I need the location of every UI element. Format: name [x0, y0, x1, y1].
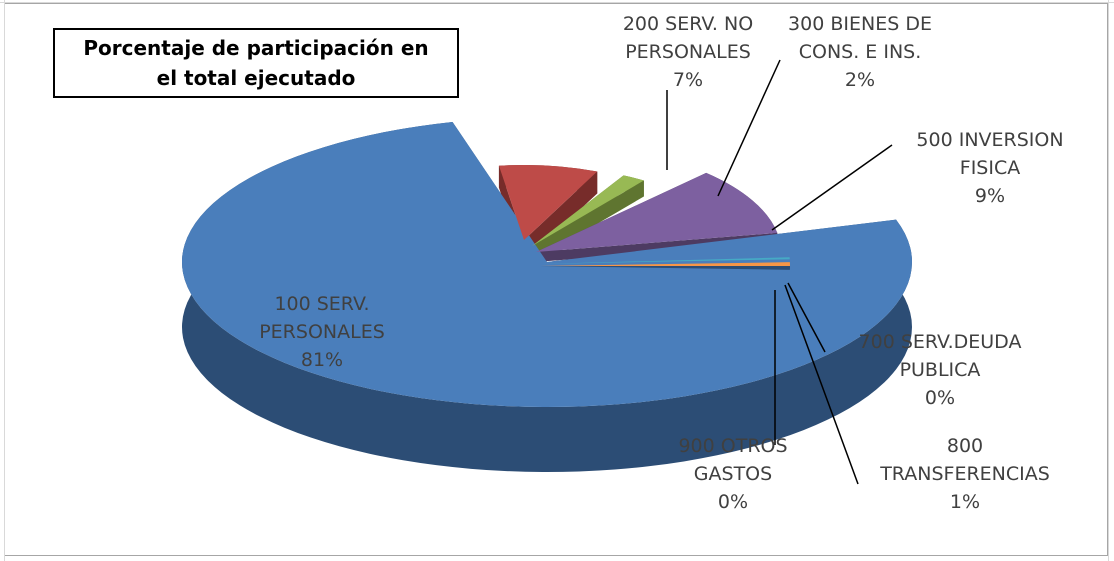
slice-percent-200: 7%	[673, 69, 703, 91]
pie-slice-500	[536, 172, 778, 252]
slice-percent-700: 0%	[925, 387, 955, 409]
leader-line-300	[717, 59, 781, 197]
pie-slice-face-500	[536, 232, 778, 262]
slice-label-700: 700 SERV.DEUDA	[859, 331, 1022, 353]
pie-slice-300	[532, 175, 644, 246]
slice-percent-500: 9%	[975, 185, 1005, 207]
slice-label-800: 800	[947, 435, 983, 457]
slice-label-100: PERSONALES	[259, 321, 385, 343]
slice-label-900: GASTOS	[694, 463, 772, 485]
slice-percent-900: 0%	[718, 491, 748, 513]
slice-label-300: 300 BIENES DE	[788, 13, 932, 35]
slice-percent-100: 81%	[301, 349, 343, 371]
slice-label-300: CONS. E INS.	[799, 41, 922, 63]
slice-percent-300: 2%	[845, 69, 875, 91]
sheet-gridline	[4, 0, 5, 561]
pie-slice-900	[540, 266, 790, 270]
pie-slice-800	[540, 262, 790, 266]
pie-slice-700	[540, 257, 790, 264]
slice-label-800: TRANSFERENCIAS	[879, 463, 1050, 485]
pie-slice-100	[181, 121, 912, 407]
chart-title-box: Porcentaje de participación en el total …	[53, 28, 459, 98]
slice-percent-800: 1%	[950, 491, 980, 513]
slice-label-900: 900 OTROS	[678, 435, 787, 457]
slice-label-200: PERSONALES	[625, 41, 751, 63]
slice-label-700: PUBLICA	[900, 359, 981, 381]
pie-slice-200	[498, 165, 598, 240]
sheet-gridline	[0, 2, 1114, 3]
slice-label-500: 500 INVERSION	[916, 129, 1063, 151]
slice-label-200: 200 SERV. NO	[623, 13, 753, 35]
sheet-gridline	[1108, 0, 1109, 561]
slice-label-100: 100 SERV.	[274, 293, 369, 315]
slice-label-500: FISICA	[960, 157, 1020, 179]
leader-line-800	[784, 284, 859, 485]
leader-line-700	[787, 282, 826, 353]
chart-title: Porcentaje de participación en el total …	[83, 36, 429, 90]
leader-line-500	[771, 144, 893, 231]
